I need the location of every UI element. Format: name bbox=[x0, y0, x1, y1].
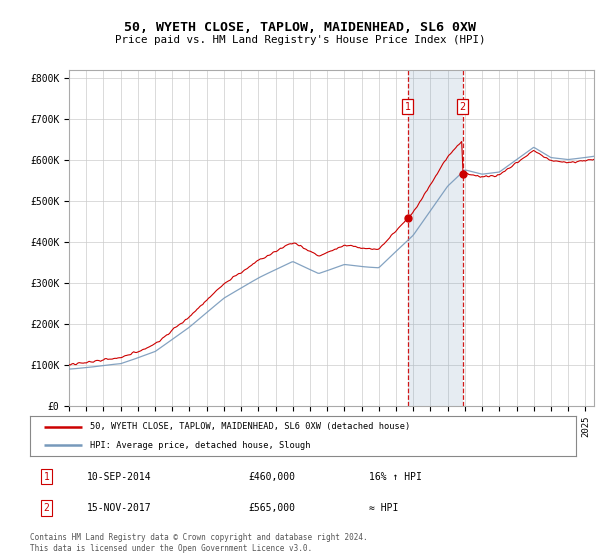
Text: 1: 1 bbox=[44, 472, 50, 482]
Text: 50, WYETH CLOSE, TAPLOW, MAIDENHEAD, SL6 0XW (detached house): 50, WYETH CLOSE, TAPLOW, MAIDENHEAD, SL6… bbox=[90, 422, 410, 431]
Text: 10-SEP-2014: 10-SEP-2014 bbox=[88, 472, 152, 482]
Text: ≈ HPI: ≈ HPI bbox=[368, 503, 398, 513]
Text: £565,000: £565,000 bbox=[248, 503, 295, 513]
Text: 2: 2 bbox=[460, 102, 466, 112]
Text: Contains HM Land Registry data © Crown copyright and database right 2024.
This d: Contains HM Land Registry data © Crown c… bbox=[30, 533, 368, 553]
Text: £460,000: £460,000 bbox=[248, 472, 295, 482]
Text: 2: 2 bbox=[44, 503, 50, 513]
Text: 15-NOV-2017: 15-NOV-2017 bbox=[88, 503, 152, 513]
Text: 1: 1 bbox=[405, 102, 411, 112]
Text: 16% ↑ HPI: 16% ↑ HPI bbox=[368, 472, 421, 482]
Text: 50, WYETH CLOSE, TAPLOW, MAIDENHEAD, SL6 0XW: 50, WYETH CLOSE, TAPLOW, MAIDENHEAD, SL6… bbox=[124, 21, 476, 34]
Text: Price paid vs. HM Land Registry's House Price Index (HPI): Price paid vs. HM Land Registry's House … bbox=[115, 35, 485, 45]
Bar bbox=[408, 70, 463, 406]
Text: HPI: Average price, detached house, Slough: HPI: Average price, detached house, Slou… bbox=[90, 441, 311, 450]
